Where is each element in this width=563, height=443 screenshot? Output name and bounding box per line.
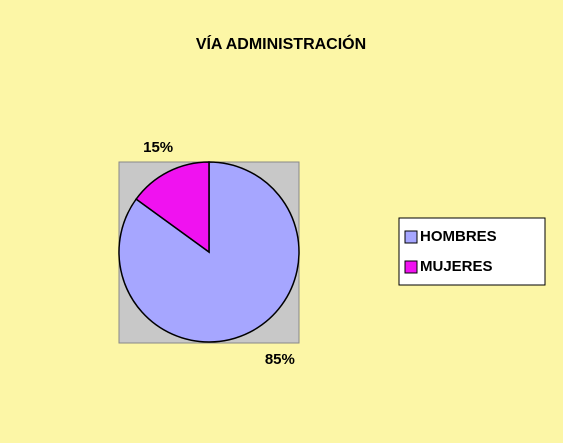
chart-title: VÍA ADMINISTRACIÓN: [196, 34, 366, 53]
legend-swatch: [404, 230, 418, 244]
legend-label: HOMBRES: [420, 228, 497, 245]
legend-swatch: [404, 260, 418, 274]
legend-label: MUJERES: [420, 258, 493, 275]
data-label: 85%: [265, 351, 295, 368]
data-label: 15%: [143, 139, 173, 156]
legend: [398, 217, 546, 286]
pie-slice: [135, 161, 210, 254]
